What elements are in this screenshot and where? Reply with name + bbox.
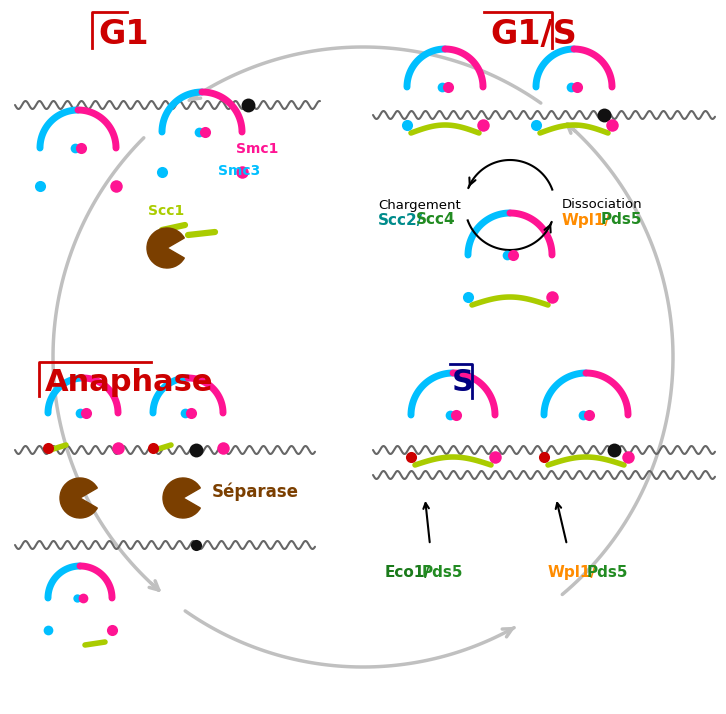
- Text: Wpl1/: Wpl1/: [548, 565, 597, 580]
- Wedge shape: [163, 478, 200, 518]
- Text: Chargement: Chargement: [378, 198, 461, 211]
- Text: Wpl1/: Wpl1/: [562, 213, 611, 228]
- Text: Smc3: Smc3: [218, 164, 260, 178]
- Text: Scc2/: Scc2/: [378, 213, 423, 228]
- Text: G1/S: G1/S: [490, 18, 576, 51]
- Wedge shape: [60, 478, 97, 518]
- Wedge shape: [147, 228, 184, 268]
- Text: Pds5: Pds5: [587, 565, 629, 580]
- Text: Eco1/: Eco1/: [385, 565, 431, 580]
- Text: Scc1: Scc1: [148, 204, 184, 218]
- Text: G1: G1: [98, 18, 149, 51]
- Text: Pds5: Pds5: [601, 213, 643, 228]
- Text: Séparase: Séparase: [212, 483, 299, 501]
- Text: Scc4: Scc4: [416, 213, 456, 228]
- Text: Pds5: Pds5: [422, 565, 463, 580]
- Text: Anaphase: Anaphase: [45, 368, 213, 397]
- Text: Dissociation: Dissociation: [562, 198, 643, 211]
- Text: S: S: [452, 368, 474, 397]
- Text: Smc1: Smc1: [236, 142, 278, 156]
